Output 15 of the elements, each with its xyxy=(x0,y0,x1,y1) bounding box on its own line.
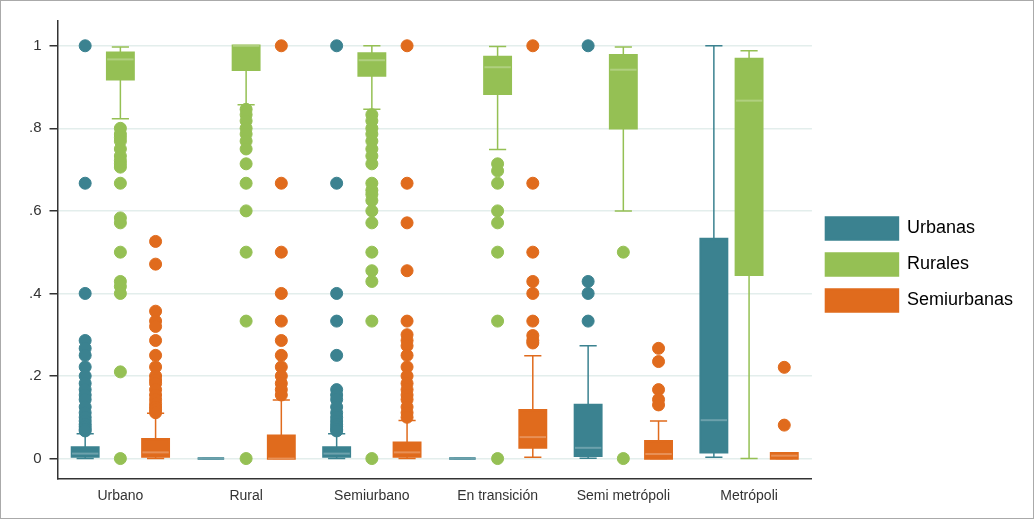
x-tick-label: Semi metrópoli xyxy=(576,487,671,504)
x-tick-label: Semiurbano xyxy=(334,487,410,504)
x-tick-label: Metrópoli xyxy=(720,487,778,504)
y-tick-label: .2 xyxy=(28,366,42,384)
x-tick-label: En transición xyxy=(457,487,539,504)
x-tick-label: Rural xyxy=(229,487,263,504)
y-tick-label: .4 xyxy=(28,283,42,301)
y-tick-label: .8 xyxy=(28,118,42,136)
legend-label: Semiurbanas xyxy=(906,289,1013,310)
y-tick-label: 0 xyxy=(33,448,42,466)
x-tick-label: Urbano xyxy=(97,487,144,504)
y-tick-label: 1 xyxy=(33,35,42,53)
legend-label: Rurales xyxy=(906,253,969,274)
legend-label: Urbanas xyxy=(906,217,975,238)
y-tick-label: .6 xyxy=(28,201,42,219)
